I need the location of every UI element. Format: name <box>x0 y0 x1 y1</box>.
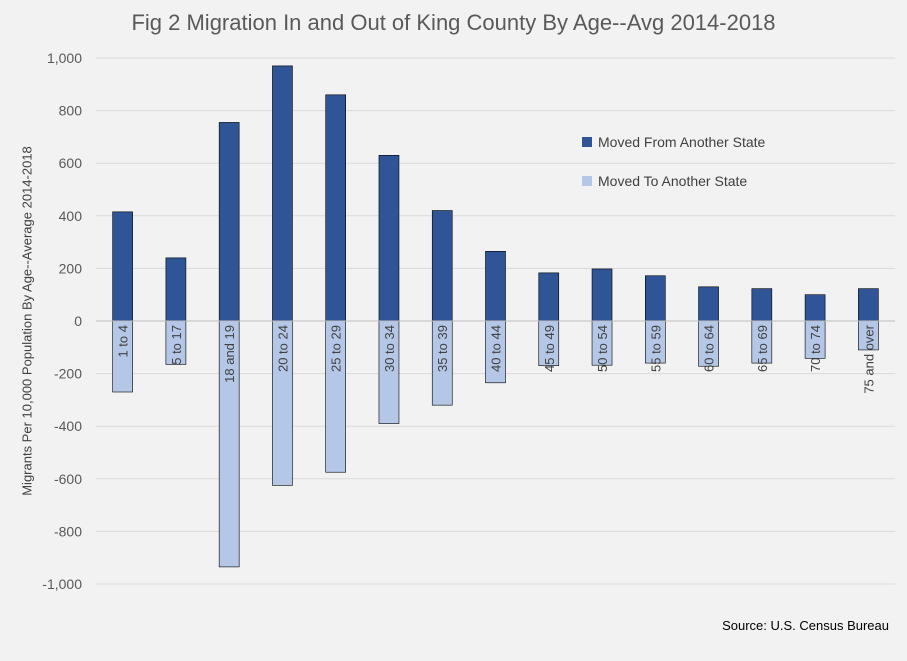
x-tick-label: 65 to 69 <box>755 325 770 372</box>
y-tick-label: 800 <box>59 103 83 119</box>
legend-swatch-moved-from <box>582 137 592 147</box>
bar-moved-from <box>858 288 879 322</box>
x-tick-label: 40 to 44 <box>489 325 504 372</box>
bar-moved-from <box>272 65 293 322</box>
y-tick-label: 400 <box>59 208 83 224</box>
source-note: Source: U.S. Census Bureau <box>722 618 889 633</box>
y-tick-label: 1,000 <box>47 50 82 66</box>
legend-swatch-moved-to <box>582 176 592 186</box>
legend-label-moved-from: Moved From Another State <box>598 134 766 150</box>
legend-label-moved-to: Moved To Another State <box>598 173 748 189</box>
y-tick-label: -800 <box>54 523 82 539</box>
bar-moved-from <box>165 257 187 322</box>
bar-moved-from <box>431 210 453 322</box>
y-tick-label: 600 <box>59 155 83 171</box>
x-tick-label: 45 to 49 <box>542 325 557 372</box>
y-tick-label: 200 <box>59 260 83 276</box>
x-tick-label: 20 to 24 <box>275 325 290 372</box>
y-tick-label: -200 <box>54 366 82 382</box>
legend-item-moved-from: Moved From Another State <box>582 134 765 150</box>
x-tick-label: 70 to 74 <box>808 325 823 372</box>
x-tick-label: 18 and 19 <box>222 325 237 383</box>
legend-item-moved-to: Moved To Another State <box>582 173 747 189</box>
x-tick-label: 25 to 29 <box>329 325 344 372</box>
y-tick-label: -1,000 <box>42 576 82 592</box>
x-tick-label: 50 to 54 <box>595 325 610 372</box>
y-axis-label: Migrants Per 10,000 Population By Age--A… <box>19 146 35 496</box>
bar-moved-from <box>804 294 826 322</box>
chart-title: Fig 2 Migration In and Out of King Count… <box>131 10 776 35</box>
bar-moved-from <box>751 288 773 322</box>
bar-moved-from <box>325 94 347 322</box>
bar-moved-from <box>112 211 133 322</box>
x-tick-label: 55 to 59 <box>648 325 663 372</box>
x-tick-label: 75 and over <box>861 324 876 393</box>
y-tick-label: -400 <box>54 418 82 434</box>
x-tick-label: 60 to 64 <box>702 325 717 372</box>
x-tick-label: 35 to 39 <box>435 325 450 372</box>
x-tick-label: 30 to 34 <box>382 325 397 372</box>
bar-moved-from <box>538 272 560 322</box>
x-tick-label: 1 to 4 <box>116 325 131 358</box>
bar-moved-from <box>485 251 506 322</box>
bar-moved-from <box>591 268 613 322</box>
y-tick-label: -600 <box>54 471 82 487</box>
x-tick-label: 5 to 17 <box>169 325 184 365</box>
bar-moved-from <box>698 286 719 322</box>
bar-moved-from <box>644 275 666 322</box>
bar-moved-from <box>378 155 400 322</box>
bar-moved-from <box>218 122 240 322</box>
y-tick-label: 0 <box>74 313 82 329</box>
